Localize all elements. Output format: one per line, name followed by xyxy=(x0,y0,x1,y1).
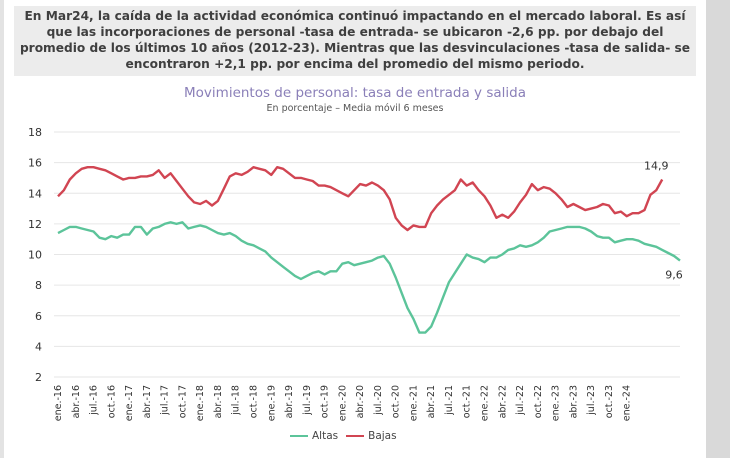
x-tick-label: oct.-19 xyxy=(320,385,331,418)
x-tick-label: ene.-17 xyxy=(124,385,135,421)
y-tick-label: 8 xyxy=(35,279,42,292)
x-tick-label: abr.-19 xyxy=(284,385,295,418)
x-tick-label: jul.-23 xyxy=(586,385,597,416)
x-axis-ticks: ene.-16 abr.-16 jul.-16 oct.-16 ene.-17 abr.-… xyxy=(53,385,633,421)
end-label-altas: 9,6 xyxy=(665,269,683,282)
y-axis-ticks: 2 4 6 8 10 12 14 16 18 xyxy=(28,126,42,384)
x-tick-label: oct.-23 xyxy=(604,385,615,418)
legend-item-bajas: Bajas xyxy=(346,430,397,442)
x-tick-label: jul.-16 xyxy=(89,385,100,416)
legend-swatch-bajas xyxy=(346,435,365,437)
y-tick-label: 10 xyxy=(28,249,42,262)
x-tick-label: abr.-18 xyxy=(213,385,224,418)
x-tick-label: jul.-22 xyxy=(515,385,526,416)
legend-item-altas: Altas xyxy=(290,430,338,442)
x-tick-label: oct.-17 xyxy=(177,385,188,418)
y-tick-label: 16 xyxy=(28,157,42,170)
series-line-bajas xyxy=(57,165,664,232)
y-tick-label: 12 xyxy=(28,218,42,231)
x-tick-label: ene.-24 xyxy=(622,385,633,421)
x-tick-label: oct.-16 xyxy=(106,385,117,418)
line-chart: 2 4 6 8 10 12 14 16 18 ene.-16 abr.-16 jul.-16 oct.… xyxy=(28,126,683,421)
x-tick-label: ene.-19 xyxy=(266,385,277,421)
x-tick-label: jul.-19 xyxy=(302,385,313,416)
x-tick-label: ene.-22 xyxy=(480,385,491,421)
x-tick-label: oct.-22 xyxy=(533,385,544,418)
y-tick-label: 2 xyxy=(35,371,42,384)
x-tick-label: oct.-18 xyxy=(248,385,259,418)
x-tick-label: jul.-20 xyxy=(373,385,384,416)
x-tick-label: jul.-18 xyxy=(231,385,242,416)
x-tick-label: oct.-20 xyxy=(391,385,402,418)
series-line-altas xyxy=(57,221,681,334)
x-tick-label: abr.-23 xyxy=(568,385,579,418)
x-tick-label: jul.-21 xyxy=(444,385,455,416)
legend-label-altas: Altas xyxy=(312,430,339,442)
series-end-labels: 9,6 14,9 xyxy=(644,159,683,281)
x-tick-label: ene.-23 xyxy=(551,385,562,421)
x-tick-label: ene.-16 xyxy=(53,385,64,421)
chart-title: Movimientos de personal: tasa de entrada… xyxy=(184,85,526,101)
y-tick-label: 18 xyxy=(28,126,42,139)
left-edge-rule xyxy=(0,0,4,458)
y-tick-label: 14 xyxy=(28,187,42,200)
x-tick-label: jul.-17 xyxy=(160,385,171,416)
x-tick-label: ene.-21 xyxy=(408,385,419,421)
x-tick-label: oct.-21 xyxy=(462,385,473,418)
x-tick-label: abr.-20 xyxy=(355,385,366,418)
x-tick-label: abr.-22 xyxy=(497,385,508,418)
headline-text: En Mar24, la caída de la actividad econó… xyxy=(14,6,696,76)
chart-subtitle: En porcentaje – Media móvil 6 meses xyxy=(266,103,444,114)
x-tick-label: ene.-18 xyxy=(195,385,206,421)
legend-swatch-altas xyxy=(290,435,308,437)
right-edge-rule xyxy=(706,0,730,458)
y-tick-label: 6 xyxy=(35,310,42,323)
x-tick-label: ene.-20 xyxy=(337,385,348,421)
x-tick-label: abr.-16 xyxy=(71,385,82,418)
x-tick-label: abr.-17 xyxy=(142,385,153,418)
x-tick-label: abr.-21 xyxy=(426,385,437,418)
y-tick-label: 4 xyxy=(35,340,42,353)
chart-legend: Altas Bajas xyxy=(290,430,397,442)
legend-label-bajas: Bajas xyxy=(368,430,397,442)
end-label-bajas: 14,9 xyxy=(644,159,669,172)
chart-gridlines xyxy=(54,131,680,378)
chart-series xyxy=(57,165,681,334)
